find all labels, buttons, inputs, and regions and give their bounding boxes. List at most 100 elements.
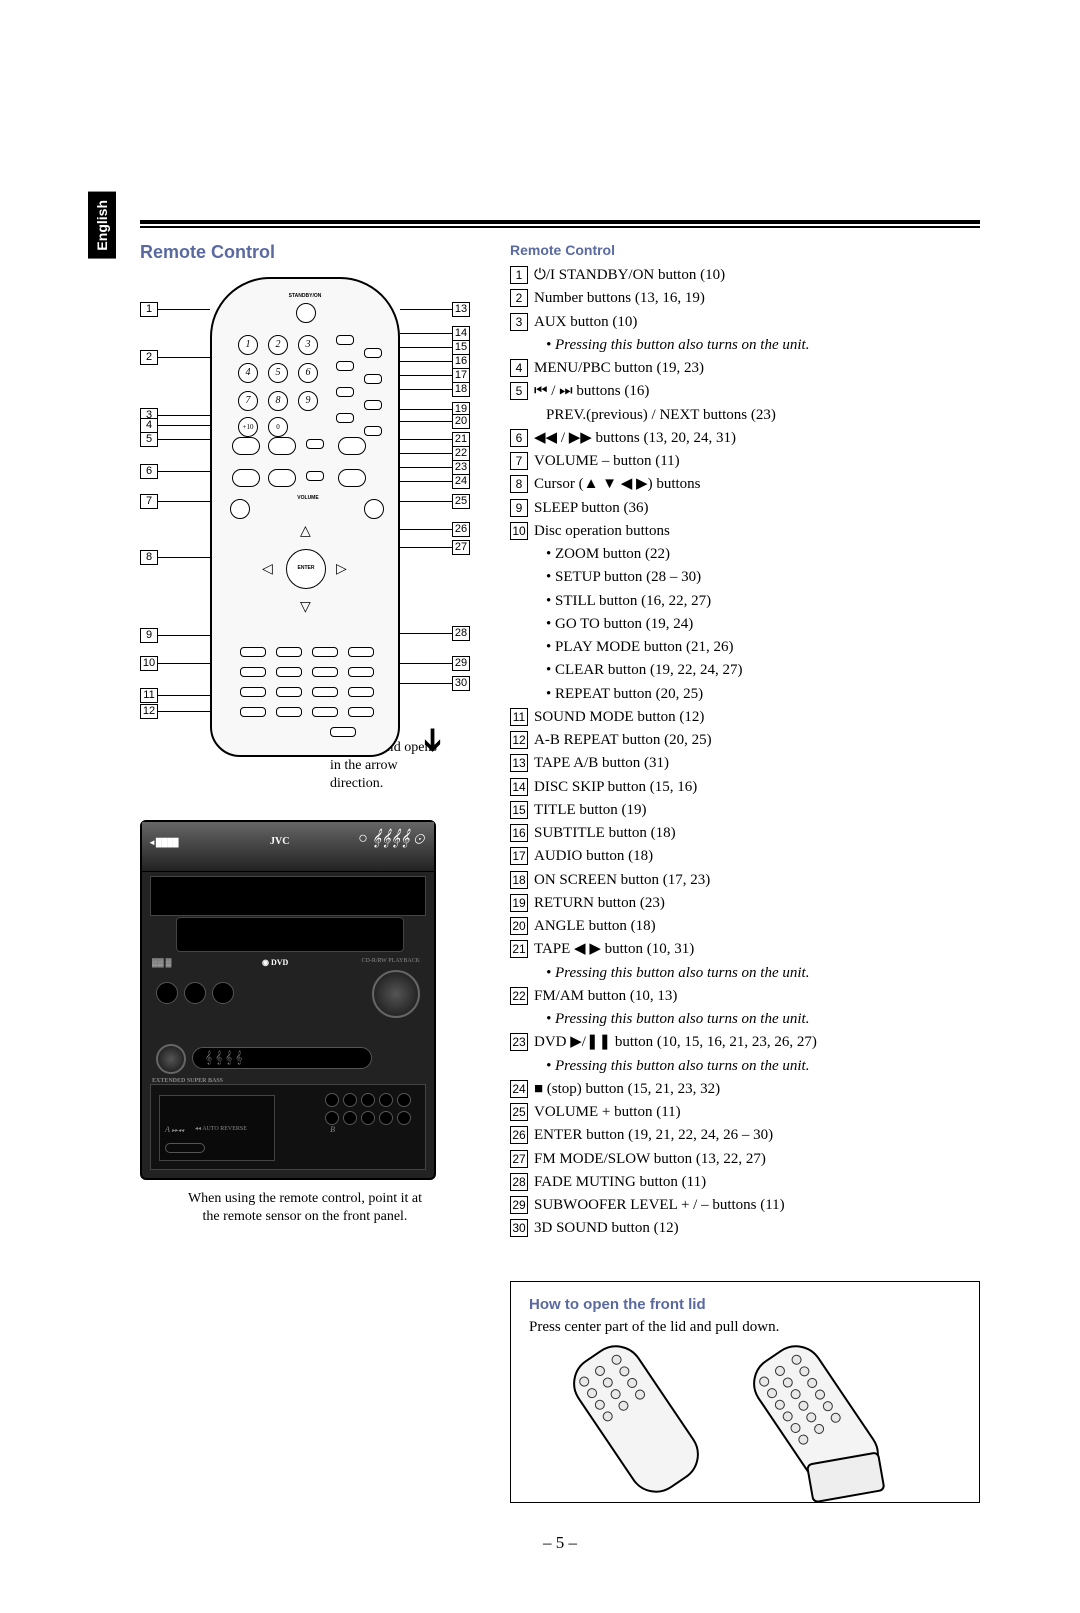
callout-line xyxy=(158,557,210,558)
legend-number: 14 xyxy=(510,778,528,796)
legend-text: MENU/PBC button (19, 23) xyxy=(534,357,704,380)
callout-line xyxy=(158,501,210,502)
legend-bullet: STILL button (16, 22, 27) xyxy=(546,590,980,613)
callout-line xyxy=(400,439,452,440)
callout-line xyxy=(400,663,452,664)
legend-text: Number buttons (13, 16, 19) xyxy=(534,287,705,310)
stop-button xyxy=(306,471,324,481)
callout-line xyxy=(400,633,452,634)
number-button-0: 0 xyxy=(268,417,288,437)
fmam-button xyxy=(306,439,324,449)
callout-left-1: 1 xyxy=(140,302,158,317)
legend-text: AUDIO button (18) xyxy=(534,845,653,868)
legend-number: 17 xyxy=(510,847,528,865)
legend-number: 25 xyxy=(510,1103,528,1121)
dvd-play-button xyxy=(338,469,366,487)
legend-text: FM MODE/SLOW button (13, 22, 27) xyxy=(534,1148,766,1171)
legend-number: 19 xyxy=(510,894,528,912)
callout-line xyxy=(400,347,452,348)
cursor-down: ▽ xyxy=(300,599,311,616)
cursor-left: ◁ xyxy=(262,561,273,578)
callout-line xyxy=(158,711,210,712)
legend-item-18: 18ON SCREEN button (17, 23) xyxy=(510,869,980,892)
two-column-layout: Remote Control STANDBY/ON 123456789+100 xyxy=(140,242,980,1503)
callout-right-14: 14 xyxy=(452,326,470,341)
callout-left-9: 9 xyxy=(140,628,158,643)
legend-item-9: 9SLEEP button (36) xyxy=(510,497,980,520)
callout-right-24: 24 xyxy=(452,474,470,489)
legend-item-22: 22FM/AM button (10, 13) xyxy=(510,985,980,1008)
legend-item-10: 10Disc operation buttons xyxy=(510,520,980,543)
legend-number: 7 xyxy=(510,452,528,470)
legend-text: ⏻/I STANDBY/ON button (10) xyxy=(534,264,725,287)
lower-rect-button xyxy=(276,687,302,697)
unit-btn-1 xyxy=(156,982,178,1004)
number-button-5: 5 xyxy=(268,363,288,383)
legend-number: 29 xyxy=(510,1196,528,1214)
page-number: – 5 – xyxy=(140,1533,980,1553)
legend-note: • Pressing this button also turns on the… xyxy=(546,1055,980,1078)
legend-number: 4 xyxy=(510,359,528,377)
callout-left-8: 8 xyxy=(140,550,158,565)
small-knob xyxy=(156,1044,186,1074)
legend-text: SOUND MODE button (12) xyxy=(534,706,704,729)
legend-note: • Pressing this button also turns on the… xyxy=(546,334,980,357)
standby-label: STANDBY/ON xyxy=(212,293,398,299)
vol-plus xyxy=(364,499,384,519)
legend-item-5: 5⏮ / ⏭ buttons (16) xyxy=(510,380,980,403)
legend-number: 27 xyxy=(510,1150,528,1168)
legend-bullet: REPEAT button (20, 25) xyxy=(546,683,980,706)
legend-number: 1 xyxy=(510,266,528,284)
legend-text: SUBTITLE button (18) xyxy=(534,822,676,845)
lower-rect-button xyxy=(276,667,302,677)
legend-item-11: 11SOUND MODE button (12) xyxy=(510,706,980,729)
unit-top-plate: ◄████ JVC ○ 𝄞𝄞𝄞𝄞 ⊙ xyxy=(142,822,434,872)
side-rect-button xyxy=(364,348,382,358)
number-button-plus10: +10 xyxy=(238,417,258,437)
callout-line xyxy=(400,683,452,684)
legend-number: 10 xyxy=(510,522,528,540)
callout-line xyxy=(400,361,452,362)
legend-text: ⏮ / ⏭ buttons (16) xyxy=(534,380,649,403)
callout-right-23: 23 xyxy=(452,460,470,475)
legend-number: 13 xyxy=(510,754,528,772)
cd-slot: 𝄞 𝄞 𝄞 𝄞 xyxy=(192,1047,372,1069)
legend-item-3: 3AUX button (10) xyxy=(510,311,980,334)
callout-right-29: 29 xyxy=(452,656,470,671)
unit-diagram: ◄████ JVC ○ 𝄞𝄞𝄞𝄞 ⊙ ▓▓ ▓ ◉ DVD CD-R/RW PL… xyxy=(140,820,436,1180)
side-rect-button xyxy=(336,361,354,371)
callout-line xyxy=(400,467,452,468)
callout-left-7: 7 xyxy=(140,494,158,509)
unit-display xyxy=(150,876,426,916)
volume-knob xyxy=(372,970,420,1018)
legend-number: 16 xyxy=(510,824,528,842)
legend-list: 1⏻/I STANDBY/ON button (10)2Number butto… xyxy=(510,264,980,1241)
callout-left-2: 2 xyxy=(140,350,158,365)
legend-text: VOLUME + button (11) xyxy=(534,1101,681,1124)
legend-item-19: 19 RETURN button (23) xyxy=(510,892,980,915)
right-heading: Remote Control xyxy=(510,242,980,258)
legend-item-17: 17 AUDIO button (18) xyxy=(510,845,980,868)
enter-button: ENTER xyxy=(286,549,326,589)
number-button-3: 3 xyxy=(298,335,318,355)
legend-number: 8 xyxy=(510,475,528,493)
legend-number: 12 xyxy=(510,731,528,749)
lower-rect-button xyxy=(348,707,374,717)
language-tab: English xyxy=(88,192,116,259)
cursor-up: △ xyxy=(300,523,311,540)
legend-text: DISC SKIP button (15, 16) xyxy=(534,776,697,799)
callout-right-28: 28 xyxy=(452,626,470,641)
callout-right-30: 30 xyxy=(452,676,470,691)
number-button-7: 7 xyxy=(238,391,258,411)
sound-3d-button xyxy=(330,727,356,737)
callout-right-17: 17 xyxy=(452,368,470,383)
left-heading: Remote Control xyxy=(140,242,470,263)
callout-line xyxy=(158,635,210,636)
legend-text: ON SCREEN button (17, 23) xyxy=(534,869,710,892)
legend-text: RETURN button (23) xyxy=(534,892,665,915)
lid-box-title: How to open the front lid xyxy=(529,1296,961,1313)
ff-button xyxy=(268,469,296,487)
callout-left-12: 12 xyxy=(140,704,158,719)
legend-item-30: 303D SOUND button (12) xyxy=(510,1217,980,1240)
legend-text: ENTER button (19, 21, 22, 24, 26 – 30) xyxy=(534,1124,773,1147)
